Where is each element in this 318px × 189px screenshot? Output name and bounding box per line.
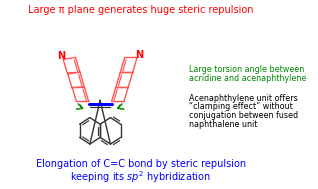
Text: Acenaphthylene unit offers: Acenaphthylene unit offers [189, 94, 298, 103]
Text: N: N [57, 51, 66, 61]
Text: Large π plane generates huge steric repulsion: Large π plane generates huge steric repu… [28, 5, 253, 15]
Text: N: N [135, 50, 143, 60]
Text: acridine and acenaphthylene: acridine and acenaphthylene [189, 74, 306, 83]
Text: conjugation between fused: conjugation between fused [189, 111, 298, 120]
Text: Large torsion angle between: Large torsion angle between [189, 65, 304, 74]
Text: naphthalene unit: naphthalene unit [189, 120, 257, 129]
Text: Elongation of C=C bond by steric repulsion: Elongation of C=C bond by steric repulsi… [36, 159, 246, 169]
Text: “clamping effect” without: “clamping effect” without [189, 102, 293, 112]
Text: keeping its $\mathit{sp}^2$ hybridization: keeping its $\mathit{sp}^2$ hybridizatio… [70, 169, 211, 185]
